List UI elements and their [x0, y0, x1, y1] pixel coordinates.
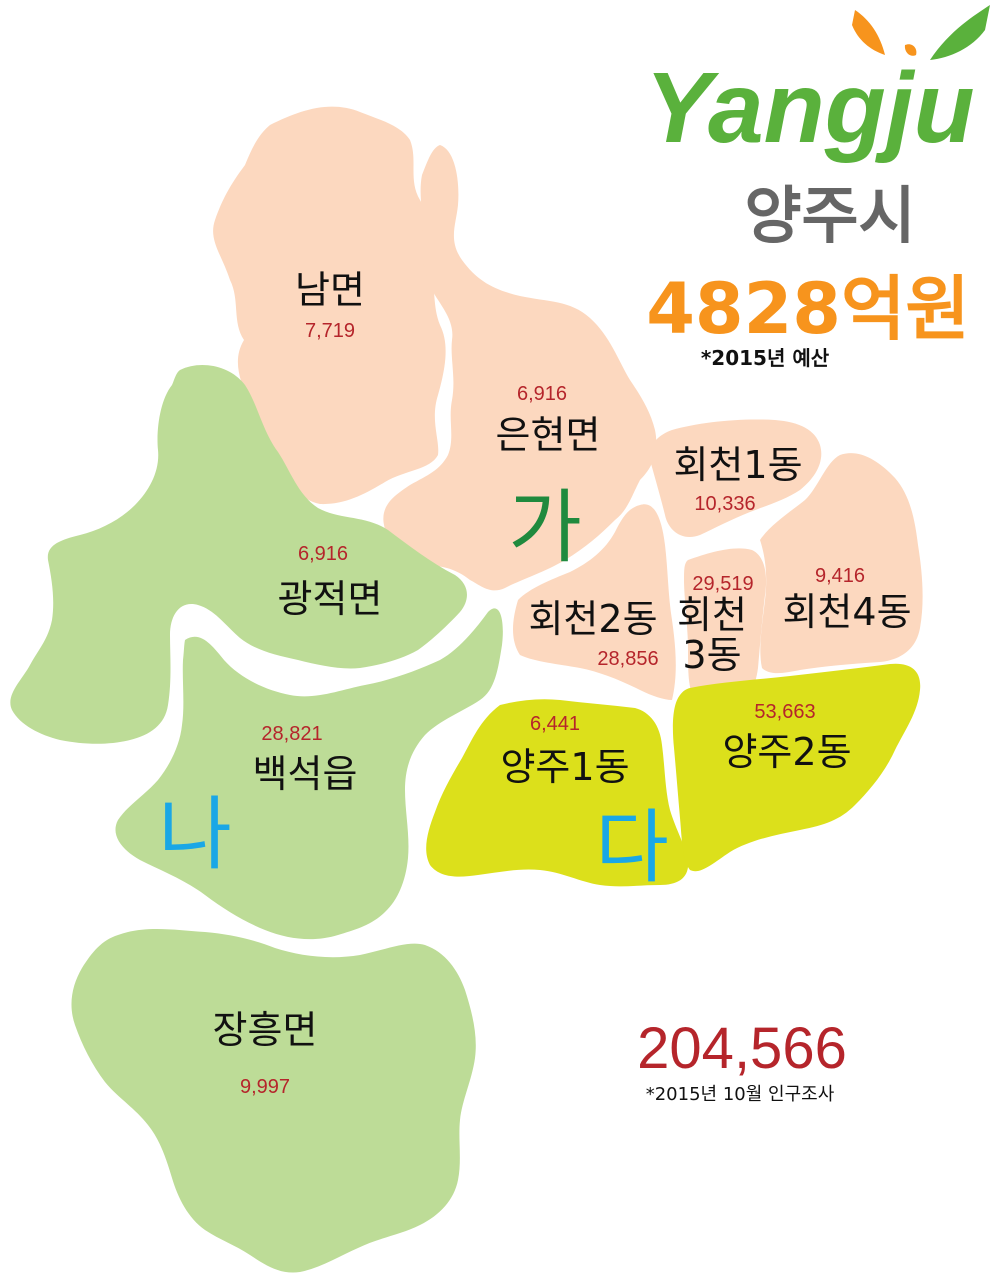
region-shape-hoecheon-3-dong[interactable] [684, 548, 767, 705]
region-population-eunhyeon-myeon: 6,916 [517, 383, 567, 405]
region-shape-baekseok-eup[interactable] [115, 608, 503, 940]
region-name-hoecheon-3-dong-line2: 3동 [682, 633, 741, 677]
region-name-hoecheon-3-dong-line1: 회천 [677, 593, 747, 637]
region-shape-hoecheon-1-dong[interactable] [649, 419, 822, 538]
region-shape-jangheung-myeon[interactable] [71, 928, 476, 1273]
region-shape-hoecheon-2-dong[interactable] [513, 504, 676, 700]
region-name-hoecheon-2-dong: 회천2동 [528, 597, 657, 641]
region-name-baekseok-eup: 백석읍 [253, 752, 358, 796]
region-name-hoecheon-4-dong: 회천4동 [782, 590, 911, 634]
zone-label-na: 나 [158, 788, 232, 881]
city-name: 양주시 [744, 179, 915, 252]
region-population-hoecheon-1-dong: 10,336 [694, 493, 755, 515]
zone-label-ga: 가 [508, 481, 582, 574]
region-population-jangheung-myeon: 9,997 [240, 1076, 290, 1098]
region-name-gwangjeok-myeon: 광적면 [278, 577, 383, 621]
total-population: 204,566 [637, 1016, 847, 1081]
region-population-hoecheon-4-dong: 9,416 [815, 565, 865, 587]
region-population-yangju-1-dong: 6,441 [530, 713, 580, 735]
region-shape-hoecheon-4-dong[interactable] [760, 453, 923, 674]
region-population-hoecheon-3-dong: 29,519 [692, 573, 753, 595]
budget-note: *2015년 예산 [701, 346, 830, 370]
region-name-eunhyeon-myeon: 은현면 [496, 413, 601, 457]
logo-text: Yangju [645, 52, 975, 164]
total-population-note: *2015년 10월 인구조사 [646, 1084, 835, 1105]
region-shape-nam-myeon[interactable] [213, 106, 446, 505]
region-shape-eunhyeon-myeon[interactable] [383, 145, 657, 591]
region-population-hoecheon-2-dong: 28,856 [597, 648, 658, 670]
region-name-yangju-2-dong: 양주2동 [722, 730, 851, 774]
region-shape-gwangjeok-myeon[interactable] [10, 365, 467, 744]
budget-amount: 4828억원 [646, 268, 970, 350]
region-name-hoecheon-1-dong: 회천1동 [673, 443, 802, 487]
sprout-leaf-icon [852, 5, 990, 60]
region-population-baekseok-eup: 28,821 [261, 723, 322, 745]
region-name-yangju-1-dong: 양주1동 [500, 745, 629, 789]
region-population-nam-myeon: 7,719 [305, 320, 355, 342]
region-shape-yangju-2-dong[interactable] [672, 663, 921, 872]
region-population-gwangjeok-myeon: 6,916 [298, 543, 348, 565]
region-name-jangheung-myeon: 장흥면 [213, 1008, 318, 1052]
region-name-nam-myeon: 남면 [295, 268, 365, 312]
yangju-logo: Yangju [645, 5, 990, 164]
region-shape-yangju-1-dong[interactable] [426, 699, 689, 887]
zone-label-da: 다 [595, 801, 669, 894]
region-population-yangju-2-dong: 53,663 [754, 701, 815, 723]
